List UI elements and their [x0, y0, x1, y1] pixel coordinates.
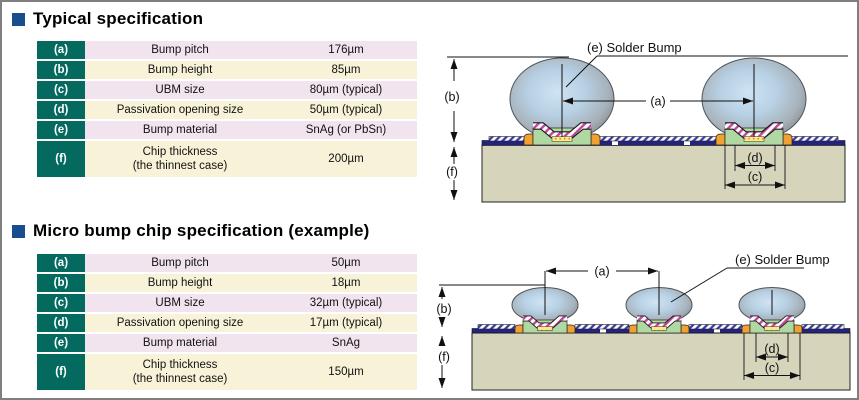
solder-bump-callout: (e) Solder Bump	[670, 252, 830, 303]
section-title-typical: Typical specification	[12, 9, 203, 29]
section-title-text: Micro bump chip specification (example)	[33, 221, 370, 240]
spec-name-cell: Bump height	[85, 274, 275, 292]
spec-name-cell: UBM size	[85, 294, 275, 312]
dimension-c: (c)	[724, 145, 786, 189]
spec-name-cell: UBM size	[85, 81, 275, 99]
ubm-pad-stack	[514, 315, 576, 334]
spec-name-cell: Passivation opening size	[85, 101, 275, 119]
solder-bump-callout-label: (e) Solder Bump	[735, 252, 830, 267]
spec-value-cell: 50µm (typical)	[275, 101, 417, 119]
dim-a-label: (a)	[650, 95, 665, 109]
dimension-b: (b)	[444, 56, 569, 142]
dimension-d: (d)	[755, 333, 789, 362]
dim-c-label: (c)	[765, 361, 780, 375]
spec-value-cell: 18µm	[275, 274, 417, 292]
ubm-pad-stack	[628, 315, 690, 334]
section-title-text: Typical specification	[33, 9, 204, 28]
spec-name-cell: Bump pitch	[85, 254, 275, 272]
dimension-a: (a)	[563, 95, 753, 109]
spec-name-cell: Chip thickness (the thinnest case)	[85, 141, 275, 177]
spec-key-cell: (e)	[37, 334, 85, 352]
spec-key-cell: (c)	[37, 81, 85, 99]
dim-b-label: (b)	[436, 302, 451, 316]
spec-value-cell: SnAg (or PbSn)	[275, 121, 417, 139]
spec-value-cell: 176µm	[275, 41, 417, 59]
typical-spec-diagram: (b) (a) (f) (d) (c) (e) Solde	[444, 40, 848, 203]
section-bullet-icon	[12, 12, 25, 26]
chip-substrate	[471, 332, 851, 391]
typical-spec-table: (a) Bump pitch 176µm (b) Bump height 85µ…	[37, 41, 417, 177]
micro-bump-diagram: (a) (b) (f) (d) (c) (e	[436, 252, 851, 391]
spec-key-cell: (d)	[37, 101, 85, 119]
spec-value-cell: 32µm (typical)	[275, 294, 417, 312]
dimension-f: (f)	[438, 336, 450, 388]
spec-name-cell: Bump height	[85, 61, 275, 79]
dim-c-label: (c)	[748, 170, 763, 184]
spec-value-cell: 17µm (typical)	[275, 314, 417, 332]
spec-key-cell: (a)	[37, 254, 85, 272]
solder-bump-callout-label: (e) Solder Bump	[587, 40, 682, 55]
dim-f-label: (f)	[438, 350, 450, 364]
dim-f-label: (f)	[446, 165, 458, 179]
spec-key-cell: (b)	[37, 274, 85, 292]
spec-key-cell: (f)	[37, 141, 85, 177]
dim-d-label: (d)	[747, 151, 762, 165]
dimension-c: (c)	[743, 333, 801, 380]
spec-name-cell: Bump material	[85, 121, 275, 139]
spec-name-cell: Bump material	[85, 334, 275, 352]
solder-bump-callout: (e) Solder Bump	[565, 40, 848, 88]
spec-key-cell: (b)	[37, 61, 85, 79]
spec-value-cell: 200µm	[275, 141, 417, 177]
section-title-micro: Micro bump chip specification (example)	[12, 221, 370, 241]
chip-substrate	[481, 144, 846, 203]
spec-name-cell: Bump pitch	[85, 41, 275, 59]
spec-value-cell: 85µm	[275, 61, 417, 79]
spec-key-cell: (c)	[37, 294, 85, 312]
spec-value-cell: 50µm	[275, 254, 417, 272]
spec-key-cell: (d)	[37, 314, 85, 332]
spec-key-cell: (f)	[37, 354, 85, 390]
spec-name-cell: Chip thickness (the thinnest case)	[85, 354, 275, 390]
dim-d-label: (d)	[764, 342, 779, 356]
section-bullet-icon	[12, 224, 25, 238]
dimension-f: (f)	[446, 147, 458, 200]
micro-bump-spec-table: (a) Bump pitch 50µm (b) Bump height 18µm…	[37, 254, 417, 390]
dimension-b: (b)	[436, 284, 545, 327]
spec-value-cell: SnAg	[275, 334, 417, 352]
dim-a-label: (a)	[594, 265, 609, 279]
spec-name-cell: Passivation opening size	[85, 314, 275, 332]
dimension-a: (a)	[546, 265, 658, 279]
dimension-d: (d)	[734, 145, 776, 171]
spec-value-cell: 80µm (typical)	[275, 81, 417, 99]
spec-value-cell: 150µm	[275, 354, 417, 390]
spec-key-cell: (a)	[37, 41, 85, 59]
ubm-pad-stack	[741, 315, 803, 334]
dim-b-label: (b)	[444, 90, 459, 104]
spec-key-cell: (e)	[37, 121, 85, 139]
